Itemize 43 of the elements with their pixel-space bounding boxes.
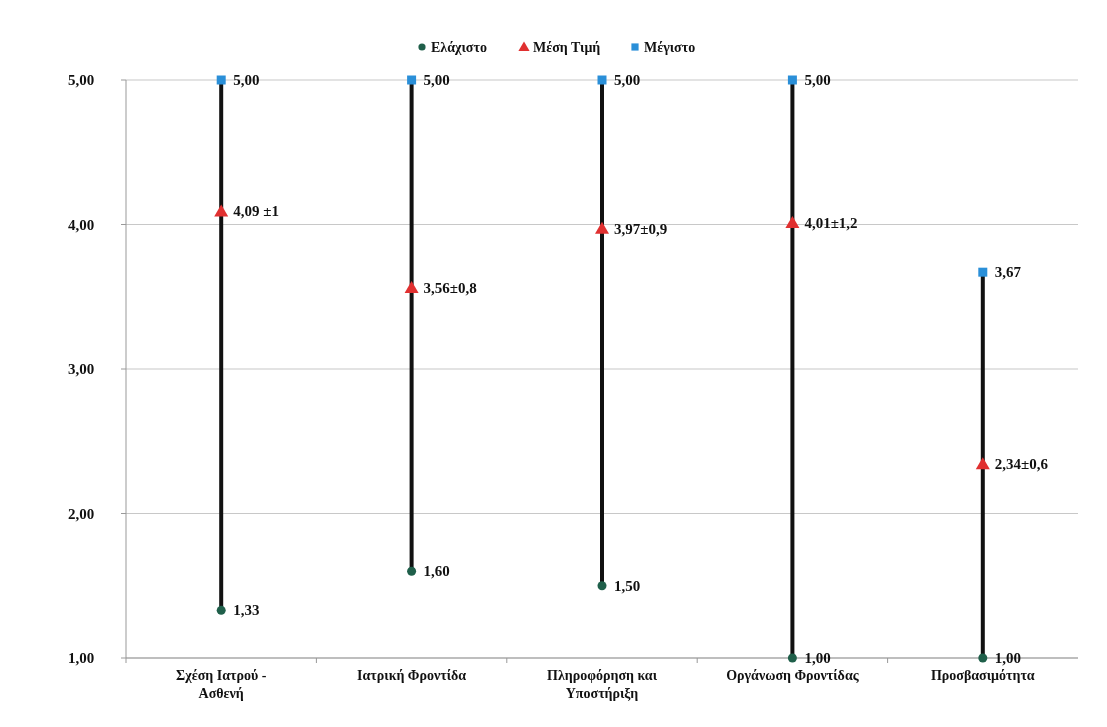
point [407, 566, 417, 576]
y-tick-label: 3,00 [68, 361, 95, 377]
data-label: 4,01±1,2 [804, 215, 858, 232]
point [975, 457, 990, 470]
point [595, 221, 609, 234]
data-label: 5,00 [804, 72, 831, 88]
point [787, 653, 797, 663]
data-label: 1,50 [614, 577, 641, 594]
data-label: 5,00 [614, 72, 641, 88]
legend-label: Ελάχιστο [431, 40, 487, 55]
data-label: 5,00 [233, 72, 260, 88]
data-label: 1,00 [994, 650, 1022, 666]
y-tick-label: 4,00 [68, 216, 95, 233]
y-tick-label: 2,00 [68, 505, 95, 522]
point [597, 581, 607, 591]
point [785, 216, 800, 229]
data-label: 4,09 ±1 [233, 203, 279, 220]
point [214, 204, 229, 217]
x-tick-label: Ιατρική Φροντίδα [357, 668, 467, 683]
point [404, 281, 419, 294]
legend-label: Μέγιστο [644, 40, 696, 55]
x-tick-label: Πληροφόρηση και Υποστήριξη [547, 668, 658, 701]
data-label: 5,00 [423, 72, 450, 88]
point [787, 75, 797, 85]
point [407, 75, 417, 85]
x-tick-label: Προσβασιμότητα [930, 668, 1035, 683]
x-tick-label: Σχέση Ιατρού - Ασθενή [176, 668, 267, 701]
y-tick-label: 5,00 [68, 72, 95, 88]
y-tick-label: 1,00 [68, 650, 95, 666]
data-label: 3,97±0,9 [614, 220, 668, 237]
point [978, 653, 988, 663]
data-label: 2,34±0,6 [994, 456, 1049, 473]
point [216, 75, 226, 85]
point [216, 605, 226, 615]
legend-label: Μέση Τιμή [533, 40, 601, 55]
data-label: 3,56±0,8 [423, 280, 477, 297]
data-label: 3,67 [994, 264, 1022, 281]
data-label: 1,33 [233, 602, 260, 619]
x-tick-label: Οργάνωση Φροντίδας [726, 668, 860, 683]
point [597, 75, 607, 85]
data-label: 1,60 [423, 563, 450, 580]
data-label: 1,00 [804, 650, 831, 666]
point [978, 267, 988, 277]
